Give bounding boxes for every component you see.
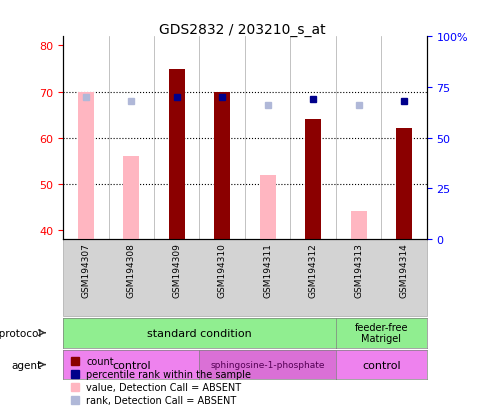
Bar xyxy=(304,120,320,240)
Bar xyxy=(214,93,230,240)
Text: sphingosine-1-phosphate: sphingosine-1-phosphate xyxy=(210,360,324,369)
Bar xyxy=(350,212,366,240)
Bar xyxy=(259,175,275,240)
Text: growth protocol: growth protocol xyxy=(0,328,41,338)
Text: GDS2832 / 203210_s_at: GDS2832 / 203210_s_at xyxy=(159,23,325,37)
Bar xyxy=(77,93,93,240)
Text: agent: agent xyxy=(11,360,41,370)
Legend: count, percentile rank within the sample, value, Detection Call = ABSENT, rank, : count, percentile rank within the sample… xyxy=(68,354,254,408)
Text: feeder-free
Matrigel: feeder-free Matrigel xyxy=(354,322,407,344)
Bar xyxy=(123,157,139,240)
Text: control: control xyxy=(361,360,400,370)
Bar xyxy=(168,69,184,240)
Text: standard condition: standard condition xyxy=(147,328,251,338)
Bar xyxy=(395,129,411,240)
Text: control: control xyxy=(112,360,150,370)
